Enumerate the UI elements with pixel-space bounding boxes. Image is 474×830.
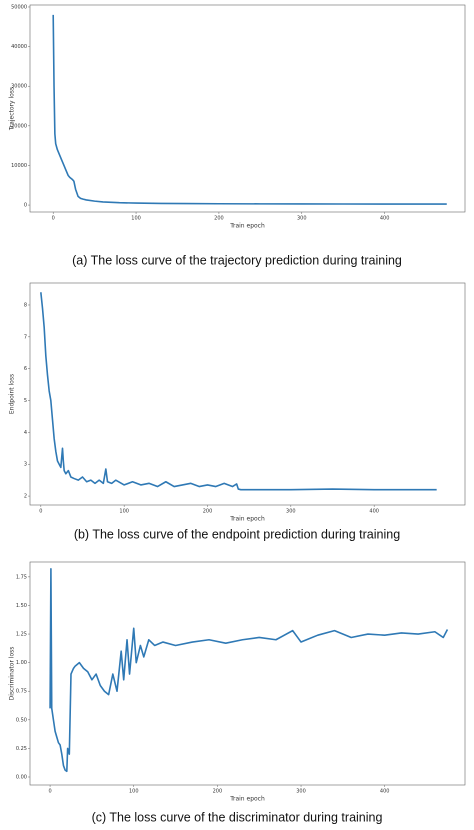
y-axis-label: Trajectory loss [9, 87, 16, 131]
y-tick-label: 30000 [11, 84, 27, 90]
caption: (b) The loss curve of the endpoint predi… [74, 527, 400, 541]
x-tick-label: 200 [203, 509, 213, 515]
x-tick-label: 200 [214, 216, 224, 222]
y-axis-label: Endpoint loss [9, 374, 16, 414]
y-tick-label: 8 [24, 302, 27, 308]
y-tick-label: 0.50 [16, 717, 27, 723]
caption: (c) The loss curve of the discriminator … [92, 810, 383, 824]
y-tick-label: 0.25 [16, 746, 27, 752]
x-tick-label: 400 [380, 216, 390, 222]
y-tick-label: 4 [24, 430, 27, 436]
x-tick-label: 400 [369, 509, 379, 515]
plot-frame [29, 4, 466, 213]
x-tick-label: 300 [296, 789, 306, 795]
x-tick-label: 0 [52, 216, 55, 222]
y-tick-label: 20000 [11, 123, 27, 129]
x-axis-label: Train epoch [229, 796, 265, 803]
y-tick-label: 1.50 [16, 603, 27, 609]
loss-line [40, 292, 437, 491]
x-tick-label: 300 [297, 216, 307, 222]
x-tick-label: 100 [131, 216, 141, 222]
plot-frame [29, 282, 466, 506]
x-tick-label: 400 [380, 789, 390, 795]
y-tick-label: 1.75 [16, 574, 27, 580]
y-tick-label: 0.75 [16, 689, 27, 695]
loss-line [52, 14, 447, 205]
y-tick-label: 0.00 [16, 774, 27, 780]
y-tick-label: 50000 [11, 4, 27, 10]
loss-line [49, 568, 449, 773]
y-tick-label: 7 [24, 334, 27, 340]
x-tick-label: 100 [129, 789, 139, 795]
x-axis-label: Train epoch [229, 223, 265, 230]
y-tick-label: 3 [24, 462, 27, 468]
x-tick-label: 300 [286, 509, 296, 515]
plot-frame [29, 561, 466, 786]
x-tick-label: 200 [213, 789, 223, 795]
y-tick-label: 2 [24, 494, 27, 500]
y-axis-label: Discriminator loss [9, 647, 16, 701]
y-tick-label: 0 [24, 203, 27, 209]
y-tick-label: 40000 [11, 44, 27, 50]
caption: (a) The loss curve of the trajectory pre… [72, 253, 402, 267]
x-tick-label: 0 [48, 789, 51, 795]
y-tick-label: 5 [24, 398, 27, 404]
x-tick-label: 100 [119, 509, 129, 515]
y-tick-label: 6 [24, 366, 27, 372]
y-tick-label: 1.25 [16, 632, 27, 638]
x-axis-label: Train epoch [229, 516, 265, 523]
x-tick-label: 0 [39, 509, 42, 515]
y-tick-label: 1.00 [16, 660, 27, 666]
y-tick-label: 10000 [11, 163, 27, 169]
